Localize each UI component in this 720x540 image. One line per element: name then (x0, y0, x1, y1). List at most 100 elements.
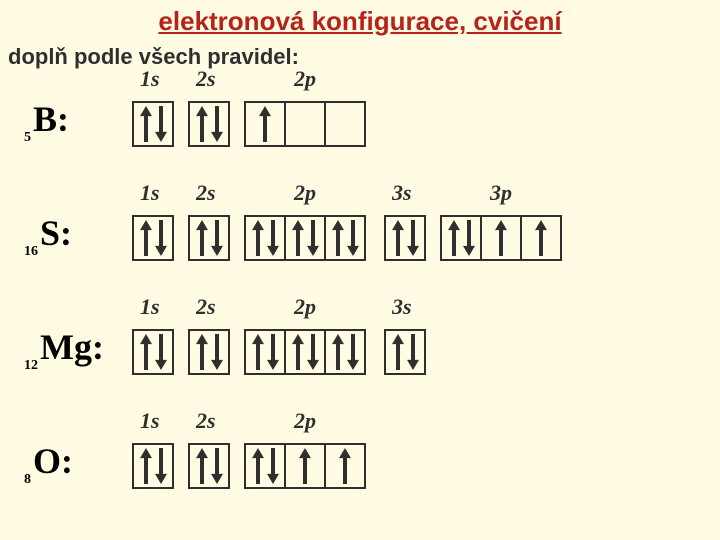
spin-up-icon (299, 448, 311, 484)
spin-up-icon (332, 220, 344, 256)
spin-up-icon (339, 448, 351, 484)
spin-up-icon (140, 106, 152, 142)
orbital-box (132, 215, 174, 261)
orbital-box (188, 443, 230, 489)
spin-down-icon (211, 106, 223, 142)
orbital-box (324, 215, 366, 261)
orbital-box (244, 329, 286, 375)
orbital-box (384, 329, 426, 375)
spin-down-icon (155, 448, 167, 484)
orbital-group (384, 215, 426, 261)
element-label: S: (40, 213, 72, 253)
orbital-label: 1s (140, 180, 160, 206)
spin-up-icon (495, 220, 507, 256)
orbital-group (244, 101, 366, 147)
spin-down-icon (463, 220, 475, 256)
orbital-label: 1s (140, 408, 160, 434)
spin-down-icon (407, 334, 419, 370)
orbital-box (440, 215, 482, 261)
orbital-group (188, 329, 230, 375)
spin-up-icon (392, 220, 404, 256)
spin-down-icon (267, 448, 279, 484)
orbital-box (132, 443, 174, 489)
orbital-group (384, 329, 426, 375)
orbital-box (284, 215, 326, 261)
orbital-group (188, 215, 230, 261)
atomic-number: 12 (24, 358, 38, 373)
spin-up-icon (196, 106, 208, 142)
orbital-group (132, 101, 174, 147)
orbital-group (244, 215, 366, 261)
orbital-label: 2p (294, 66, 316, 92)
orbital-box (480, 215, 522, 261)
spin-down-icon (155, 220, 167, 256)
atomic-number: 16 (24, 244, 38, 259)
spin-down-icon (155, 334, 167, 370)
orbital-label: 2s (196, 408, 216, 434)
page-title: elektronová konfigurace, cvičení (0, 6, 720, 37)
spin-up-icon (196, 334, 208, 370)
page: elektronová konfigurace, cvičení doplň p… (0, 0, 720, 540)
orbital-box (324, 101, 366, 147)
orbital-label: 3p (490, 180, 512, 206)
orbital-group (440, 215, 562, 261)
orbital-group (132, 215, 174, 261)
element-symbol: 12Mg: (24, 326, 104, 368)
orbital-group (188, 443, 230, 489)
orbital-label: 1s (140, 66, 160, 92)
spin-up-icon (535, 220, 547, 256)
spin-up-icon (196, 220, 208, 256)
orbital-label: 1s (140, 294, 160, 320)
orbital-box (284, 101, 326, 147)
spin-down-icon (407, 220, 419, 256)
atomic-number: 5 (24, 130, 31, 145)
spin-up-icon (292, 220, 304, 256)
spin-down-icon (267, 334, 279, 370)
element-symbol: 5B: (24, 98, 69, 140)
element-symbol: 8O: (24, 440, 73, 482)
orbital-group (244, 329, 366, 375)
orbital-box (188, 329, 230, 375)
orbital-box (384, 215, 426, 261)
orbital-label: 2s (196, 180, 216, 206)
spin-down-icon (211, 334, 223, 370)
orbital-box (324, 329, 366, 375)
orbital-group (244, 443, 366, 489)
orbital-box (188, 101, 230, 147)
orbital-box (132, 101, 174, 147)
element-label: B: (33, 99, 69, 139)
element-label: Mg: (40, 327, 104, 367)
orbital-box (284, 443, 326, 489)
orbital-box (244, 215, 286, 261)
spin-up-icon (259, 106, 271, 142)
spin-down-icon (267, 220, 279, 256)
spin-up-icon (196, 448, 208, 484)
spin-down-icon (347, 334, 359, 370)
orbital-label: 2p (294, 408, 316, 434)
spin-down-icon (307, 220, 319, 256)
element-symbol: 16S: (24, 212, 72, 254)
spin-up-icon (448, 220, 460, 256)
orbital-box (132, 329, 174, 375)
orbital-label: 3s (392, 180, 412, 206)
orbital-label: 2p (294, 180, 316, 206)
orbital-group (132, 329, 174, 375)
orbital-label: 2p (294, 294, 316, 320)
orbital-box (520, 215, 562, 261)
orbital-label: 2s (196, 294, 216, 320)
orbital-box (324, 443, 366, 489)
spin-up-icon (392, 334, 404, 370)
spin-up-icon (252, 220, 264, 256)
spin-up-icon (332, 334, 344, 370)
spin-up-icon (252, 448, 264, 484)
spin-up-icon (140, 334, 152, 370)
spin-down-icon (307, 334, 319, 370)
orbital-group (188, 101, 230, 147)
spin-down-icon (211, 448, 223, 484)
orbital-group (132, 443, 174, 489)
orbital-label: 2s (196, 66, 216, 92)
element-label: O: (33, 441, 73, 481)
spin-down-icon (347, 220, 359, 256)
orbital-box (188, 215, 230, 261)
spin-down-icon (155, 106, 167, 142)
